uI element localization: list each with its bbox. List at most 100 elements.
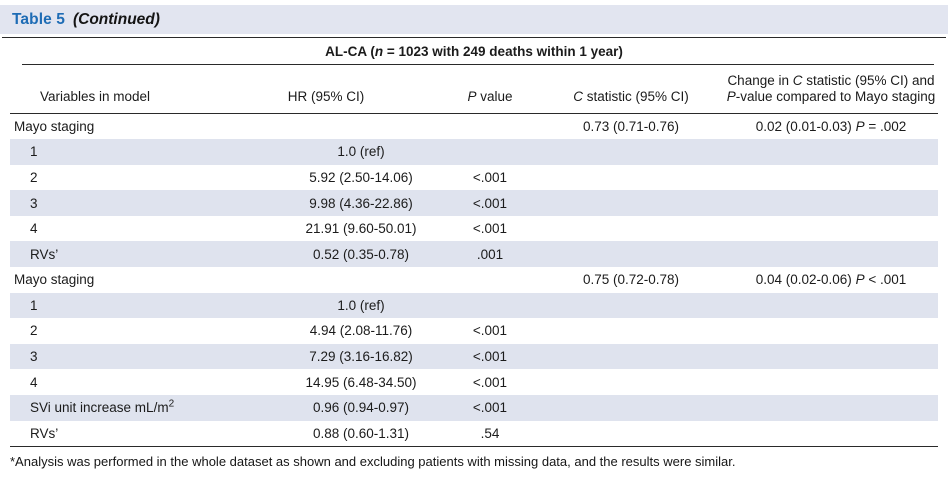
table-title-continued: (Continued) [72,10,160,28]
change-text: statistic (95% CI) and [802,73,935,88]
variable-label: RVs’ [30,425,59,441]
cell-variable: 4 [10,216,240,242]
cell-cstatistic [538,292,724,319]
table-row: RVs’ 0.52 (0.35-0.78) .001 [10,241,938,267]
table-header: Variables in model HR (95% CI) P value C… [10,65,938,114]
cell-variable: Mayo staging [10,113,240,139]
divider [22,64,934,65]
change-text: -value compared to Mayo staging [735,89,936,105]
cell-change [724,420,938,447]
cell-hr: 5.92 (2.50-14.06) [309,169,413,185]
table-row: 1 1.0 (ref) [10,292,938,319]
col-header-variables: Variables in model [10,65,240,114]
header-row: Variables in model HR (95% CI) P value C… [10,65,938,114]
cell-variable: 2 [10,318,240,344]
variable-label: SVi unit increase mL/m [30,400,169,416]
cell-hr: 9.98 (4.36-22.86) [240,190,452,216]
variable-label: 1 [30,297,38,313]
cell-hr: 0.96 (0.94-0.97) [240,394,452,421]
cell-pvalue: <.001 [472,323,508,339]
p-italic: P [855,118,865,134]
cell-change [724,292,938,319]
cell-cstatistic [538,241,724,267]
cell-hr: 1.0 (ref) [240,292,452,319]
cell-change [724,216,938,242]
table-row: 1 1.0 (ref) [10,139,938,165]
variable-label: Mayo staging [14,272,95,288]
table-title: Table 5 [12,10,65,28]
cell-change [724,165,938,191]
cell-cstatistic [538,216,724,242]
divider [2,37,946,38]
cell-variable: 1 [10,292,240,319]
cell-pvalue [452,113,538,139]
cell-variable: SVi unit increase mL/m2 [10,394,240,421]
c-rest: statistic (95% CI) [582,89,689,105]
variable-label: 4 [30,221,38,237]
variable-superscript: 2 [168,398,175,410]
variable-label: 2 [30,169,38,185]
p-italic: P [855,272,865,288]
table-title-band: Table 5 (Continued) [0,5,948,34]
table-row: 4 14.95 (6.48-34.50) <.001 [10,369,938,395]
cell-variable: RVs’ [10,420,240,447]
cell-change [724,369,938,395]
cell-hr: 4.94 (2.08-11.76) [309,323,413,339]
cell-cstatistic: 0.73 (0.71-0.76) [582,118,680,134]
cell-pvalue: .001 [452,241,538,267]
cell-pvalue: .54 [452,420,538,447]
cell-hr: 21.91 (9.60-50.01) [305,221,417,237]
cell-pvalue: <.001 [472,169,508,185]
cell-pvalue [452,267,538,293]
cell-hr: 14.95 (6.48-34.50) [305,374,417,390]
cell-variable: 3 [10,190,240,216]
table-row: 3 7.29 (3.16-16.82) <.001 [10,343,938,370]
span-header-n-italic: n [374,44,384,59]
cell-hr: 7.29 (3.16-16.82) [240,343,452,370]
col-header-cstatistic: C statistic (95% CI) [538,65,724,114]
cell-variable: Mayo staging [10,267,240,293]
table-row: 4 21.91 (9.60-50.01) <.001 [10,216,938,242]
variable-label: 4 [30,374,38,390]
change-pvalue: = .002 [864,118,907,134]
variable-label: Mayo staging [14,118,95,134]
change-value: 0.04 (0.02-0.06) [755,272,856,288]
cell-change [724,394,938,421]
table-row: 3 9.98 (4.36-22.86) <.001 [10,190,938,216]
cell-change [724,190,938,216]
cell-cstatistic [538,139,724,165]
table-row: 2 5.92 (2.50-14.06) <.001 [10,165,938,191]
table-row: SVi unit increase mL/m2 0.96 (0.94-0.97)… [10,394,938,421]
cell-variable: 1 [10,139,240,165]
change-text: Change in [727,73,793,88]
p-rest: value [476,89,513,105]
cell-pvalue: <.001 [452,394,538,421]
cell-hr: 0.52 (0.35-0.78) [240,241,452,267]
c-italic: C [792,73,803,88]
cell-cstatistic [538,165,724,191]
change-pvalue: < .001 [864,272,907,288]
cell-variable: RVs’ [10,241,240,267]
cell-hr [240,267,452,293]
variable-label: 1 [30,144,38,160]
c-italic: C [573,89,583,105]
cell-change: 0.02 (0.01-0.03) P = .002 [724,113,938,139]
cell-cstatistic [538,318,724,344]
cell-cstatistic [538,394,724,421]
cell-pvalue: <.001 [452,343,538,370]
table-row: RVs’ 0.88 (0.60-1.31) .54 [10,420,938,447]
cell-cstatistic: 0.75 (0.72-0.78) [582,272,680,288]
variable-label: RVs’ [30,246,59,262]
cell-pvalue: <.001 [472,221,508,237]
span-header-text: AL-CA ( [325,44,375,59]
col-header-hr: HR (95% CI) [240,65,452,114]
cell-pvalue: <.001 [472,374,508,390]
results-table: Variables in model HR (95% CI) P value C… [10,65,938,447]
cell-hr: 0.88 (0.60-1.31) [240,420,452,447]
cell-hr: 1.0 (ref) [240,139,452,165]
col-header-pvalue: P value [452,65,538,114]
cell-cstatistic [538,369,724,395]
cell-change [724,343,938,370]
cell-variable: 4 [10,369,240,395]
table-row: Mayo staging 0.75 (0.72-0.78) 0.04 (0.02… [10,267,938,293]
